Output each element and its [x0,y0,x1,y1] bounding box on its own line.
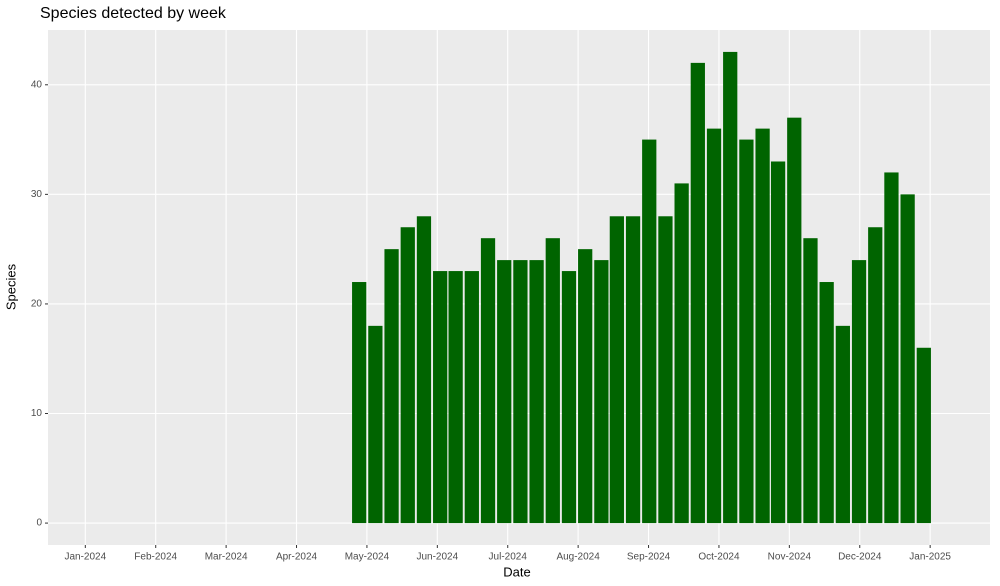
bar [416,216,432,524]
x-axis-title: Date [503,564,530,579]
y-axis-title: Species [3,263,18,310]
bar [513,260,528,524]
bar [497,260,512,524]
x-tick-label: Aug-2024 [556,552,600,563]
bar [625,216,641,524]
bar [384,249,399,524]
x-tick-label: Jan-2025 [909,552,951,563]
bar [674,183,689,524]
bar [658,216,673,524]
y-tick-label: 30 [31,189,43,200]
bar [868,227,883,524]
bar [352,282,367,524]
bar [545,238,560,524]
x-tick-label: Feb-2024 [134,552,177,563]
y-tick-label: 10 [31,408,43,419]
bar [884,172,899,524]
bars [352,51,931,524]
x-tick-label: Jun-2024 [416,552,458,563]
x-tick-label: Nov-2024 [768,552,812,563]
bar [770,161,786,524]
bar [433,271,448,524]
bar [706,128,722,524]
y-tick-label: 20 [31,299,43,310]
x-tick-label: Jan-2024 [64,552,106,563]
bar [561,271,577,524]
bar [368,325,383,524]
y-tick-label: 0 [36,518,42,529]
x-tick-label: Jul-2024 [489,552,528,563]
bar [690,62,705,524]
bar [448,271,463,524]
bar [819,282,834,524]
x-tick-label: Oct-2024 [698,552,740,563]
bar [835,325,850,524]
bar [787,117,802,524]
bar [400,227,415,524]
bar [480,238,496,524]
bar [916,347,931,524]
x-tick-label: Dec-2024 [838,552,882,563]
bar [609,216,624,524]
bar [723,51,738,524]
bar [578,249,593,524]
bar [851,260,867,524]
x-tick-label: Apr-2024 [276,552,318,563]
y-tick-label: 40 [31,79,43,90]
x-tick-label: May-2024 [345,552,390,563]
bar [464,271,479,524]
chart-title: Species detected by week [40,5,227,22]
bar [529,260,544,524]
x-tick-label: Sep-2024 [627,552,671,563]
bar [900,194,915,524]
x-tick-label: Mar-2024 [205,552,248,563]
bar [755,128,770,524]
bar [642,139,657,524]
bar [739,139,754,524]
bar [803,238,818,524]
bar [594,260,609,524]
axes: 0 10 20 30 40 Jan-2024 Feb-2024 Mar-2024 Apr-202… [31,79,952,562]
